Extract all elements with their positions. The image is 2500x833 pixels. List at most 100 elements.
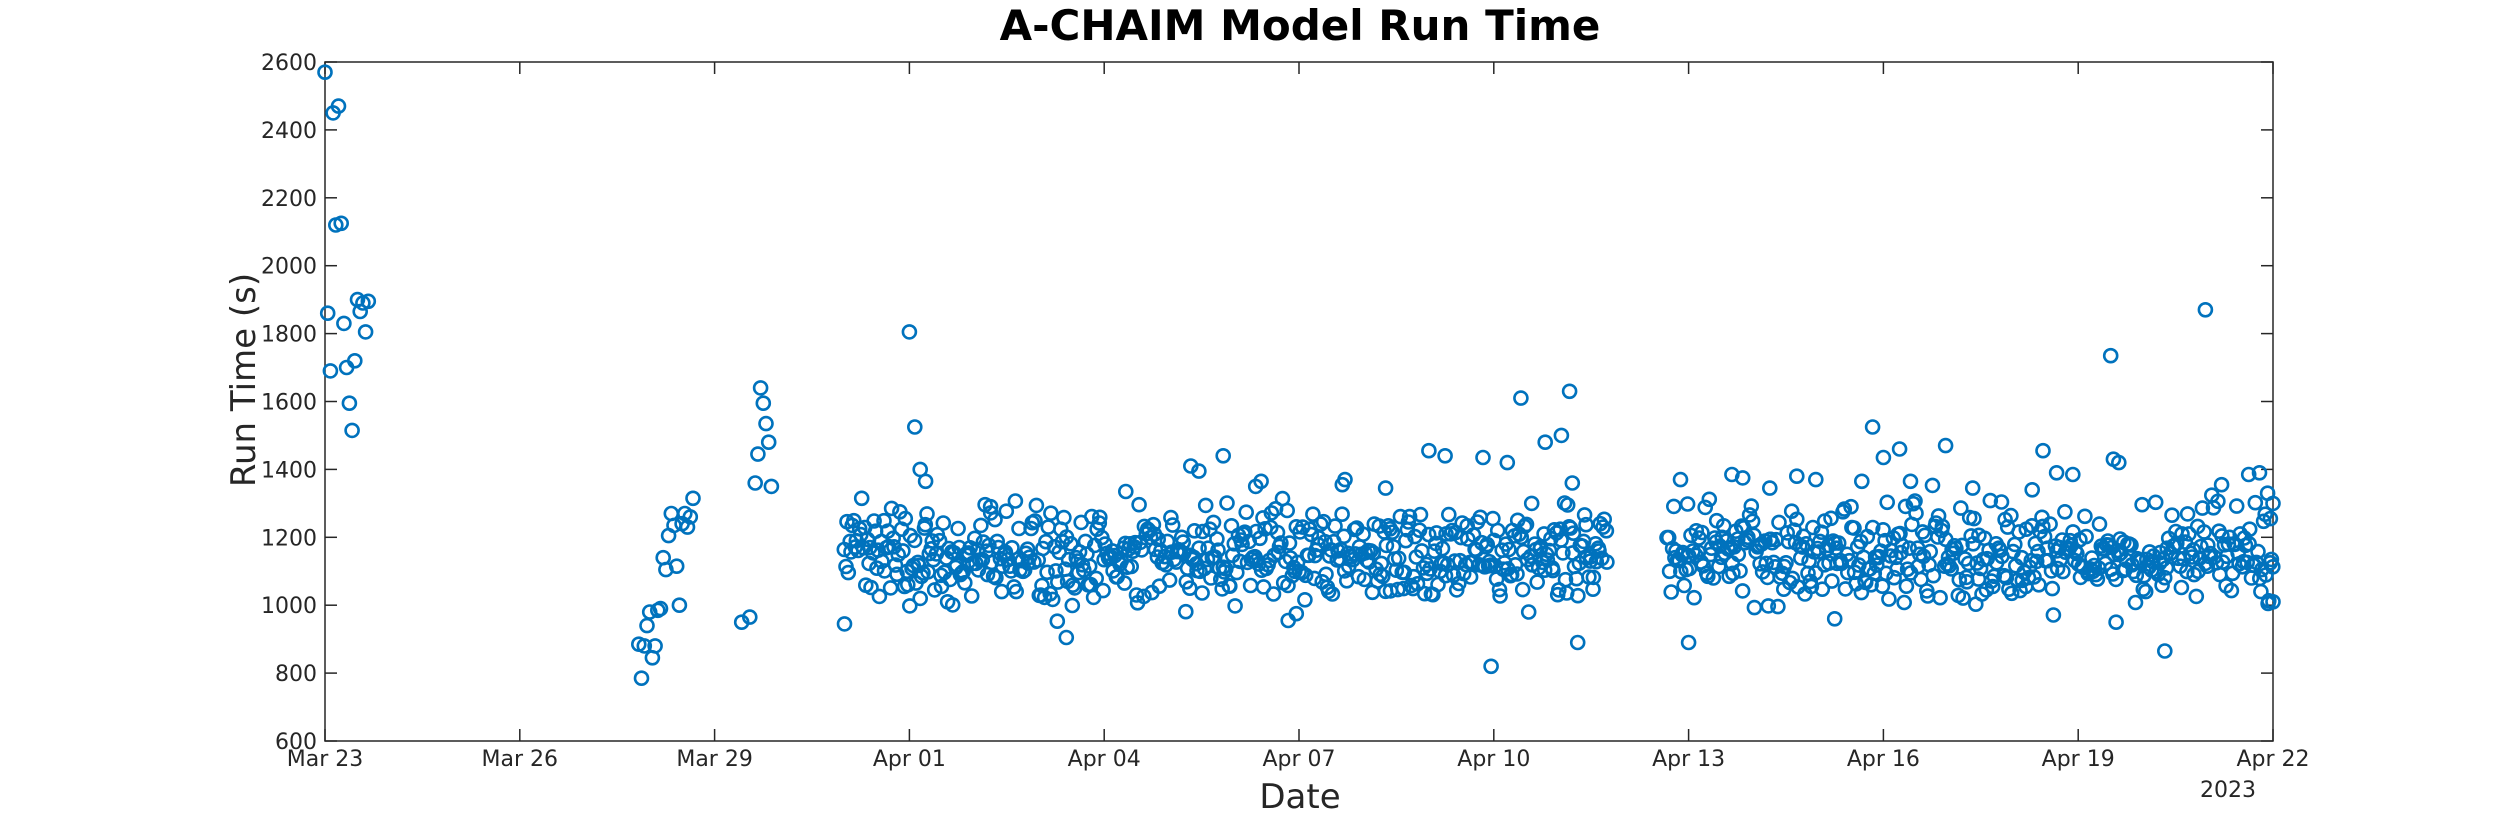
x-tick-label: Mar 23 bbox=[287, 747, 364, 772]
data-point bbox=[836, 616, 853, 632]
scatter-points bbox=[317, 64, 2281, 687]
data-point bbox=[1175, 534, 1191, 550]
x-tick-label: Apr 16 bbox=[1847, 747, 1920, 772]
data-point bbox=[1866, 565, 1883, 582]
data-point bbox=[1893, 544, 1909, 561]
data-point bbox=[2111, 454, 2127, 471]
data-point bbox=[1131, 496, 1147, 513]
data-point bbox=[1854, 473, 1870, 490]
data-point bbox=[1123, 558, 1139, 575]
data-point bbox=[1553, 427, 1570, 444]
data-point bbox=[1219, 495, 1235, 511]
data-point bbox=[1058, 629, 1075, 646]
data-point bbox=[1760, 598, 1777, 614]
data-point bbox=[1514, 581, 1531, 598]
data-point bbox=[1475, 449, 1491, 466]
data-point bbox=[1869, 557, 1885, 573]
data-point bbox=[2147, 494, 2164, 511]
data-point bbox=[944, 597, 961, 613]
data-point bbox=[2223, 582, 2240, 599]
data-point bbox=[863, 579, 879, 596]
data-point bbox=[1672, 471, 1689, 488]
data-point bbox=[2262, 510, 2279, 527]
data-point bbox=[1128, 587, 1145, 603]
x-tick-label: Apr 13 bbox=[1652, 747, 1725, 772]
data-point bbox=[1924, 477, 1941, 494]
data-point bbox=[1536, 562, 1553, 579]
data-point bbox=[880, 538, 897, 555]
data-point bbox=[982, 498, 999, 515]
data-point bbox=[901, 324, 918, 340]
data-point bbox=[319, 305, 336, 322]
data-point bbox=[1599, 554, 1615, 570]
data-point bbox=[1334, 506, 1350, 523]
data-point bbox=[357, 324, 374, 340]
data-point bbox=[1789, 468, 1805, 485]
data-point bbox=[1770, 598, 1786, 615]
x-tick-label: Apr 01 bbox=[873, 747, 946, 772]
data-point bbox=[1559, 497, 1576, 513]
data-point bbox=[2141, 544, 2158, 560]
data-point bbox=[682, 509, 699, 525]
data-point bbox=[2044, 580, 2061, 597]
data-point bbox=[1951, 571, 1968, 588]
data-point bbox=[2200, 537, 2216, 553]
data-point bbox=[2253, 583, 2269, 600]
data-point bbox=[2035, 442, 2051, 459]
data-point bbox=[1778, 554, 1794, 571]
data-point bbox=[1416, 585, 1433, 602]
data-point bbox=[885, 530, 902, 547]
data-point bbox=[750, 446, 766, 462]
data-point bbox=[1894, 537, 1910, 554]
data-point bbox=[2250, 543, 2266, 560]
data-point bbox=[1334, 476, 1351, 493]
data-point bbox=[1021, 549, 1038, 566]
data-point bbox=[2188, 588, 2205, 605]
data-point bbox=[2020, 569, 2037, 586]
data-point bbox=[1411, 522, 1428, 539]
data-point bbox=[755, 395, 772, 412]
data-point bbox=[931, 532, 948, 549]
data-point bbox=[330, 98, 347, 114]
data-point bbox=[333, 215, 350, 232]
data-point bbox=[2045, 607, 2062, 623]
data-point bbox=[1297, 567, 1314, 584]
data-point bbox=[647, 638, 663, 654]
data-point bbox=[1826, 610, 1843, 627]
data-point bbox=[2042, 516, 2058, 532]
data-point bbox=[1843, 498, 1859, 515]
y-tick-label: 2400 bbox=[261, 119, 317, 144]
data-point bbox=[1576, 507, 1593, 523]
x-axis-year-label: 2023 bbox=[2200, 778, 2256, 803]
y-tick-label: 1200 bbox=[261, 526, 317, 551]
data-point bbox=[2241, 521, 2258, 538]
data-point bbox=[1552, 521, 1568, 538]
data-point bbox=[1585, 569, 1602, 586]
data-point bbox=[2137, 583, 2154, 600]
data-point bbox=[981, 537, 997, 554]
data-point bbox=[1437, 447, 1453, 464]
data-point bbox=[1902, 473, 1919, 490]
data-point bbox=[741, 609, 758, 625]
data-point bbox=[1336, 528, 1352, 545]
data-point bbox=[1789, 511, 1805, 528]
data-point bbox=[1985, 578, 2001, 595]
data-point bbox=[1305, 506, 1321, 523]
data-point bbox=[639, 617, 655, 634]
data-point bbox=[886, 538, 902, 555]
data-point bbox=[1288, 605, 1305, 622]
data-point bbox=[1375, 568, 1391, 585]
data-point bbox=[2077, 508, 2093, 525]
data-point bbox=[652, 600, 669, 617]
data-point bbox=[1746, 599, 1763, 616]
data-point bbox=[758, 415, 774, 432]
data-point bbox=[2024, 481, 2040, 498]
data-point bbox=[1974, 586, 1990, 602]
data-point bbox=[2123, 537, 2139, 553]
data-point bbox=[1462, 569, 1479, 585]
data-point bbox=[1555, 545, 1571, 561]
data-point bbox=[1004, 539, 1020, 556]
data-point bbox=[2003, 507, 2019, 524]
data-point bbox=[1255, 579, 1272, 595]
data-point bbox=[1864, 419, 1881, 435]
